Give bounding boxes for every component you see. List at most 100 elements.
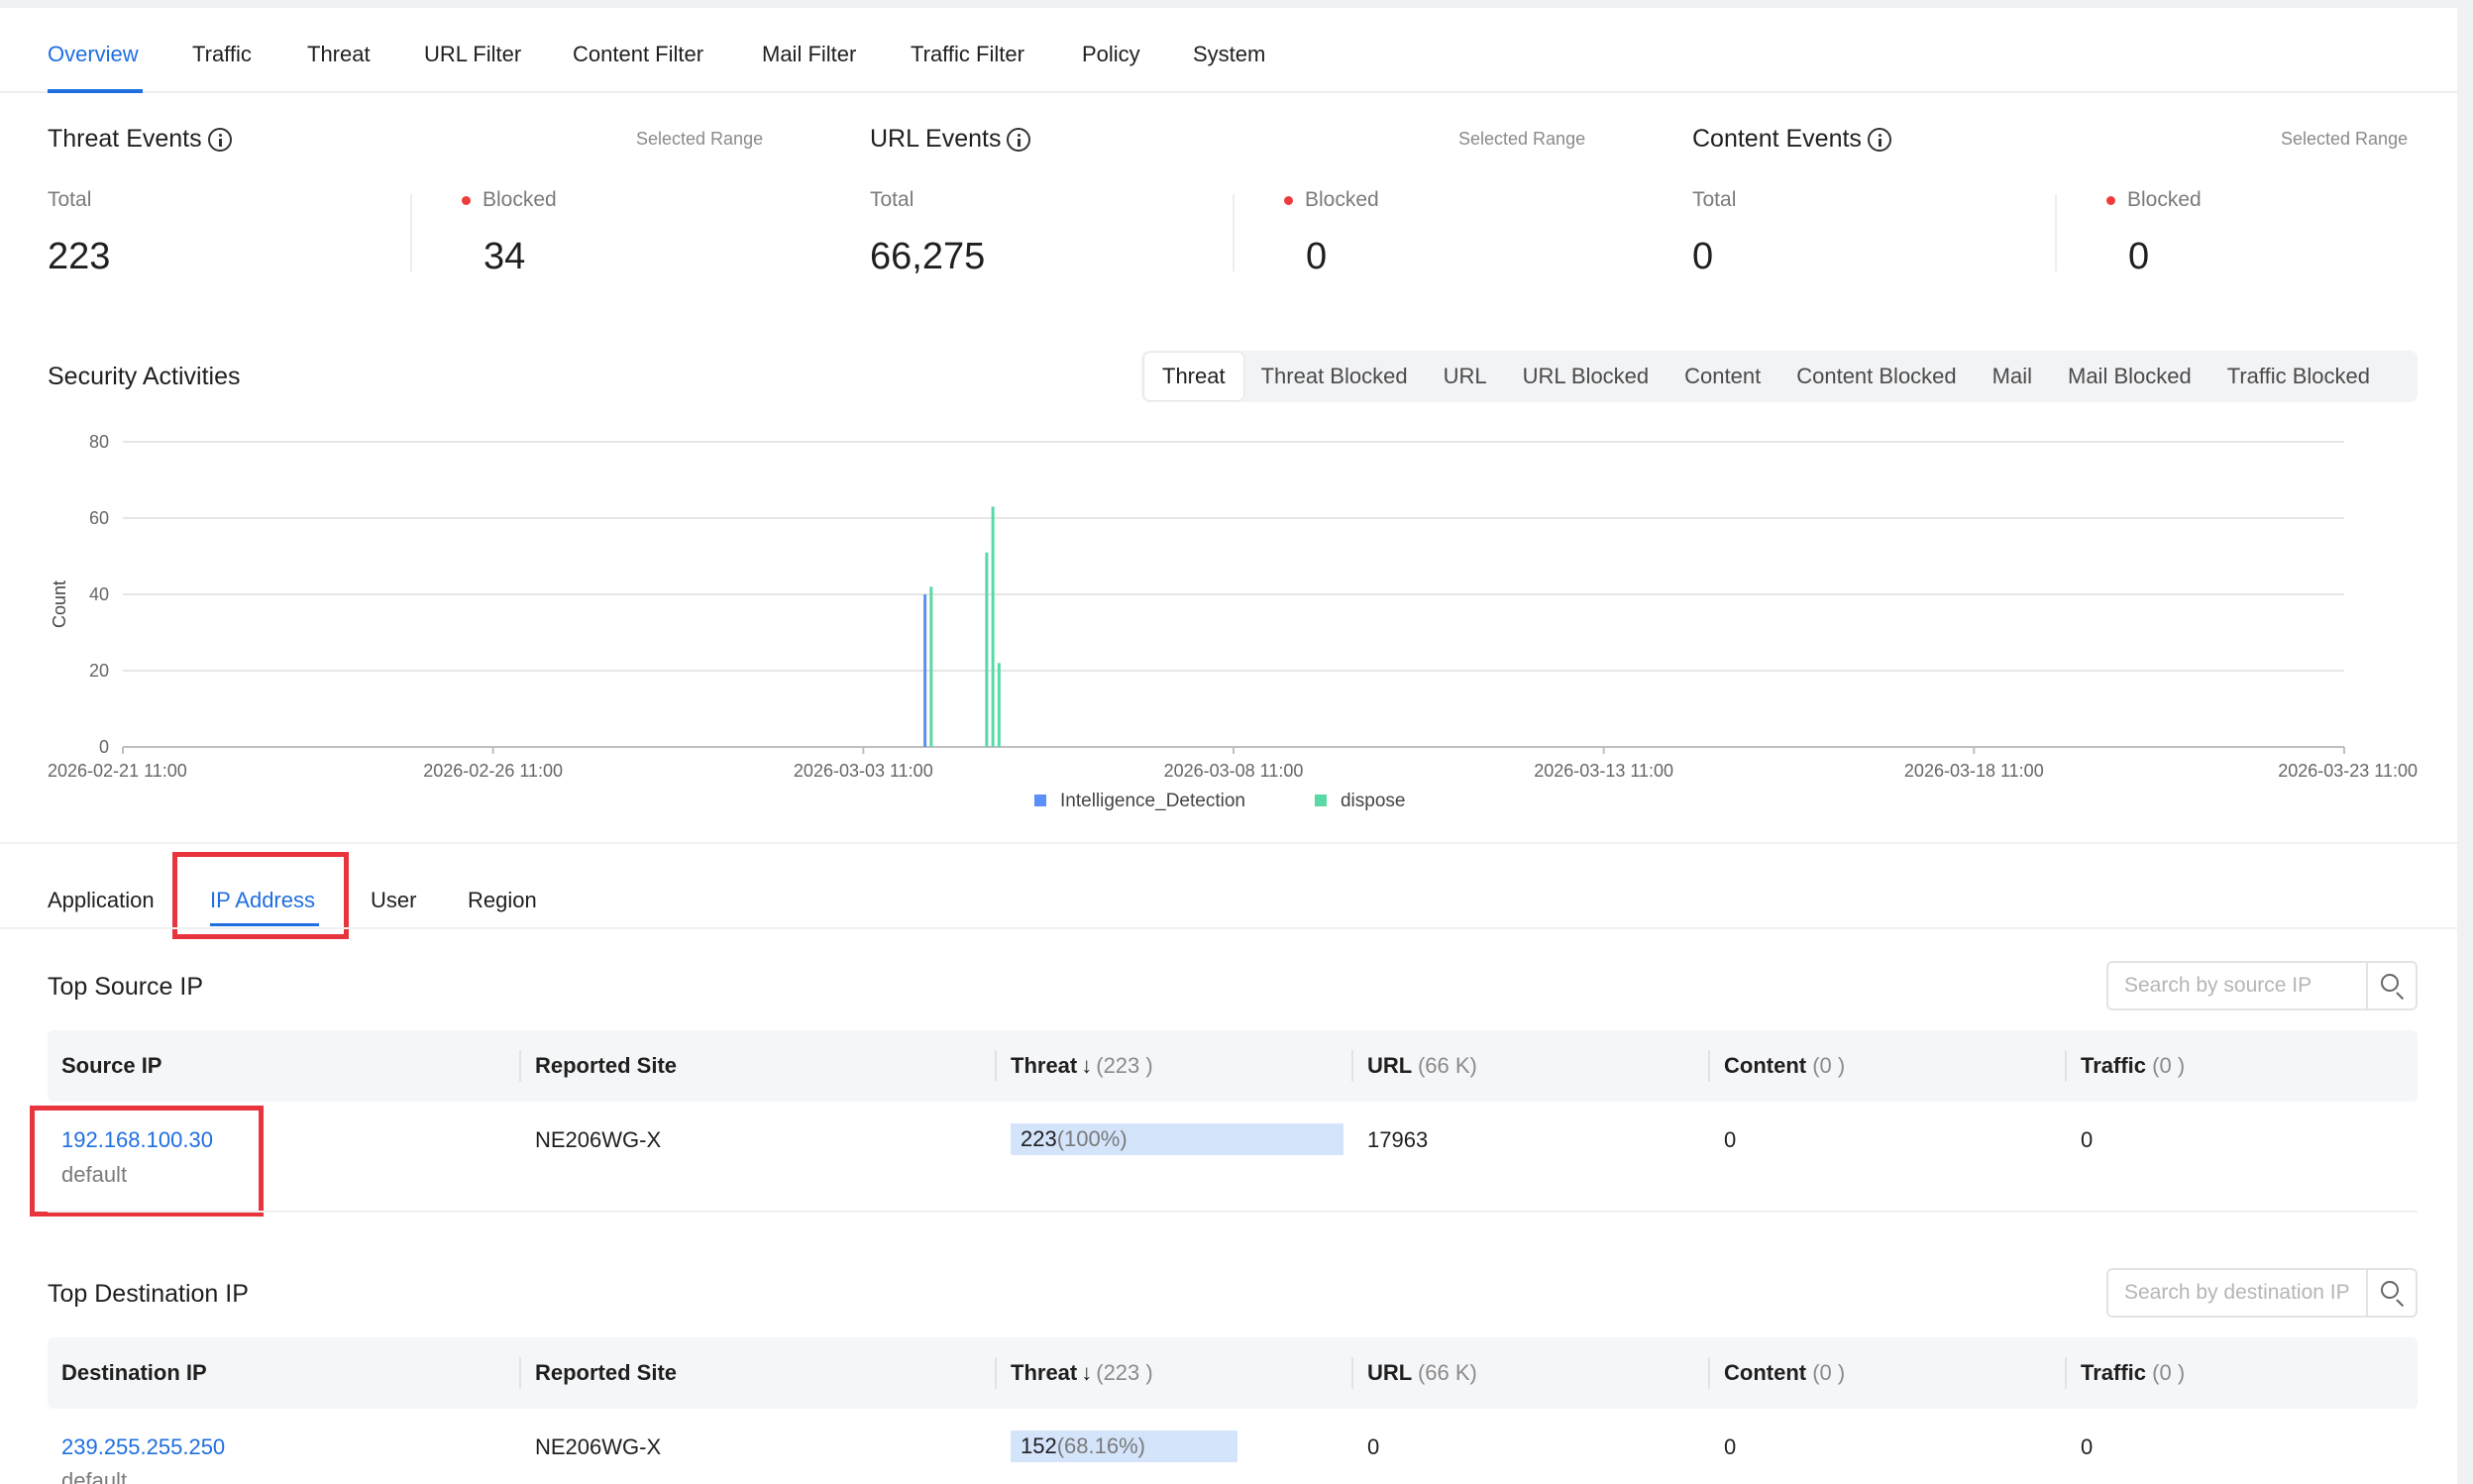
destination-ip-search-input[interactable] <box>2108 1270 2366 1316</box>
tab-mail-filter[interactable]: Mail Filter <box>762 42 857 66</box>
column-reported-site[interactable]: Reported Site <box>535 1360 678 1385</box>
info-icon[interactable] <box>207 127 232 152</box>
subtab-region[interactable]: Region <box>468 888 537 912</box>
x-tick-label: 2026-03-08 11:00 <box>1164 761 1304 781</box>
highlight-box-ip-address <box>172 852 349 939</box>
column-traffic[interactable]: Traffic (0 ) <box>2081 1030 2185 1102</box>
active-tab-indicator <box>48 89 143 93</box>
column-divider <box>519 1050 521 1082</box>
tab-url-filter[interactable]: URL Filter <box>424 42 522 66</box>
legend-swatch <box>1314 795 1327 806</box>
threat-total-label: Total <box>48 188 92 211</box>
x-tick-label: 2026-03-13 11:00 <box>1534 761 1673 781</box>
column-traffic[interactable]: Traffic (0 ) <box>2081 1337 2185 1409</box>
sort-down-icon[interactable]: ↓ <box>1081 1053 1093 1078</box>
y-tick-label: 40 <box>89 584 109 604</box>
column-destination-ip[interactable]: Destination IP <box>61 1360 207 1385</box>
subtab-divider <box>0 927 2457 929</box>
section-divider <box>0 842 2457 844</box>
column-divider <box>519 1357 521 1389</box>
tab-policy[interactable]: Policy <box>1082 42 1140 66</box>
content-range-label: Selected Range <box>2281 129 2409 149</box>
tab-content-filter[interactable]: Content Filter <box>573 42 704 66</box>
column-url[interactable]: URL (66 K) <box>1367 1030 1477 1102</box>
legend-label: Intelligence_Detection <box>1060 791 1245 811</box>
destination-ip-search <box>2106 1268 2418 1318</box>
column-divider <box>2065 1357 2067 1389</box>
column-content-label: Content <box>1724 1360 1807 1385</box>
search-button[interactable] <box>2366 1270 2416 1316</box>
tab-threat[interactable]: Threat <box>307 42 371 66</box>
content-blocked-value: 0 <box>2128 236 2150 277</box>
highlight-box-source-ip <box>30 1106 264 1217</box>
subtab-user[interactable]: User <box>371 888 417 912</box>
segment-threat[interactable]: Threat <box>1144 353 1243 400</box>
y-tick-label: 20 <box>89 661 109 681</box>
subtab-application[interactable]: Application <box>48 888 155 912</box>
destination-ip-link[interactable]: 239.255.255.250 <box>61 1434 226 1459</box>
destination-content-count: 0 <box>1724 1434 1737 1459</box>
column-content-count: (0 ) <box>1812 1360 1846 1385</box>
column-threat-label: Threat <box>1011 1053 1078 1078</box>
column-content[interactable]: Content (0 ) <box>1724 1030 1845 1102</box>
threat-total-value: 223 <box>48 236 111 277</box>
column-reported-site[interactable]: Reported Site <box>535 1053 678 1078</box>
source-vsys: default <box>61 1162 128 1187</box>
destination-traffic-count: 0 <box>2081 1434 2094 1459</box>
tab-overview[interactable]: Overview <box>48 42 139 66</box>
column-traffic-label: Traffic <box>2081 1360 2147 1385</box>
threat-count: 223 <box>1021 1126 1057 1151</box>
bar-dispose <box>997 663 1001 747</box>
column-url-label: URL <box>1367 1053 1412 1078</box>
column-content[interactable]: Content (0 ) <box>1724 1337 1845 1409</box>
url-range-label: Selected Range <box>1458 129 1586 149</box>
column-threat[interactable]: Threat ↓ (223 ) <box>1011 1030 1153 1102</box>
segment-content-blocked[interactable]: Content Blocked <box>1796 364 1957 388</box>
threat-events-title-text: Threat Events <box>48 125 202 153</box>
content-blocked-label: Blocked <box>2106 188 2202 212</box>
search-icon <box>2381 974 2399 992</box>
column-url[interactable]: URL (66 K) <box>1367 1337 1477 1409</box>
search-button[interactable] <box>2366 963 2416 1008</box>
segment-url-blocked[interactable]: URL Blocked <box>1522 364 1650 388</box>
bar-dispose <box>985 552 989 747</box>
top-source-ip-title: Top Source IP <box>48 973 204 1001</box>
source-ip-search-input[interactable] <box>2108 963 2366 1008</box>
metric-divider <box>1233 194 1235 271</box>
url-events-title: URL Events <box>870 125 1031 154</box>
column-threat[interactable]: Threat ↓ (223 ) <box>1011 1337 1153 1409</box>
tab-system[interactable]: System <box>1193 42 1266 66</box>
segment-content[interactable]: Content <box>1684 364 1762 388</box>
content-blocked-label-text: Blocked <box>2127 188 2202 211</box>
threat-count: 152 <box>1021 1433 1057 1458</box>
column-divider <box>995 1050 997 1082</box>
blocked-dot-icon <box>462 195 471 205</box>
segment-threat-blocked[interactable]: Threat Blocked <box>1260 364 1408 388</box>
destination-table-header: Destination IP Reported Site Threat ↓ (223… <box>48 1337 2418 1409</box>
metric-divider <box>410 194 412 271</box>
segment-mail[interactable]: Mail <box>1991 364 2032 388</box>
sort-down-icon[interactable]: ↓ <box>1081 1360 1093 1385</box>
top-destination-ip-title: Top Destination IP <box>48 1280 249 1308</box>
segment-mail-blocked[interactable]: Mail Blocked <box>2068 364 2192 388</box>
segment-traffic-blocked[interactable]: Traffic Blocked <box>2226 364 2370 388</box>
info-icon[interactable] <box>1007 127 1031 152</box>
column-traffic-label: Traffic <box>2081 1053 2147 1078</box>
info-icon[interactable] <box>1867 127 1891 152</box>
column-url-count: (66 K) <box>1417 1053 1477 1078</box>
legend-label: dispose <box>1341 791 1406 811</box>
subtab-ip-address[interactable]: IP Address <box>210 888 315 912</box>
column-traffic-count: (0 ) <box>2152 1053 2186 1078</box>
threat-share-text: 223(100%) <box>1021 1123 1128 1155</box>
threat-events-title: Threat Events <box>48 125 232 154</box>
column-threat-label: Threat <box>1011 1360 1078 1385</box>
column-source-ip[interactable]: Source IP <box>61 1053 162 1078</box>
source-table-header: Source IP Reported Site Threat ↓ (223 ) UR… <box>48 1030 2418 1102</box>
threat-share-fill <box>1011 1123 1344 1155</box>
tab-traffic-filter[interactable]: Traffic Filter <box>911 42 1024 66</box>
column-threat-count: (223 ) <box>1096 1360 1153 1385</box>
row-divider <box>48 1211 2418 1213</box>
source-ip-link[interactable]: 192.168.100.30 <box>61 1127 213 1152</box>
segment-url[interactable]: URL <box>1443 364 1487 388</box>
tab-traffic[interactable]: Traffic <box>192 42 252 66</box>
